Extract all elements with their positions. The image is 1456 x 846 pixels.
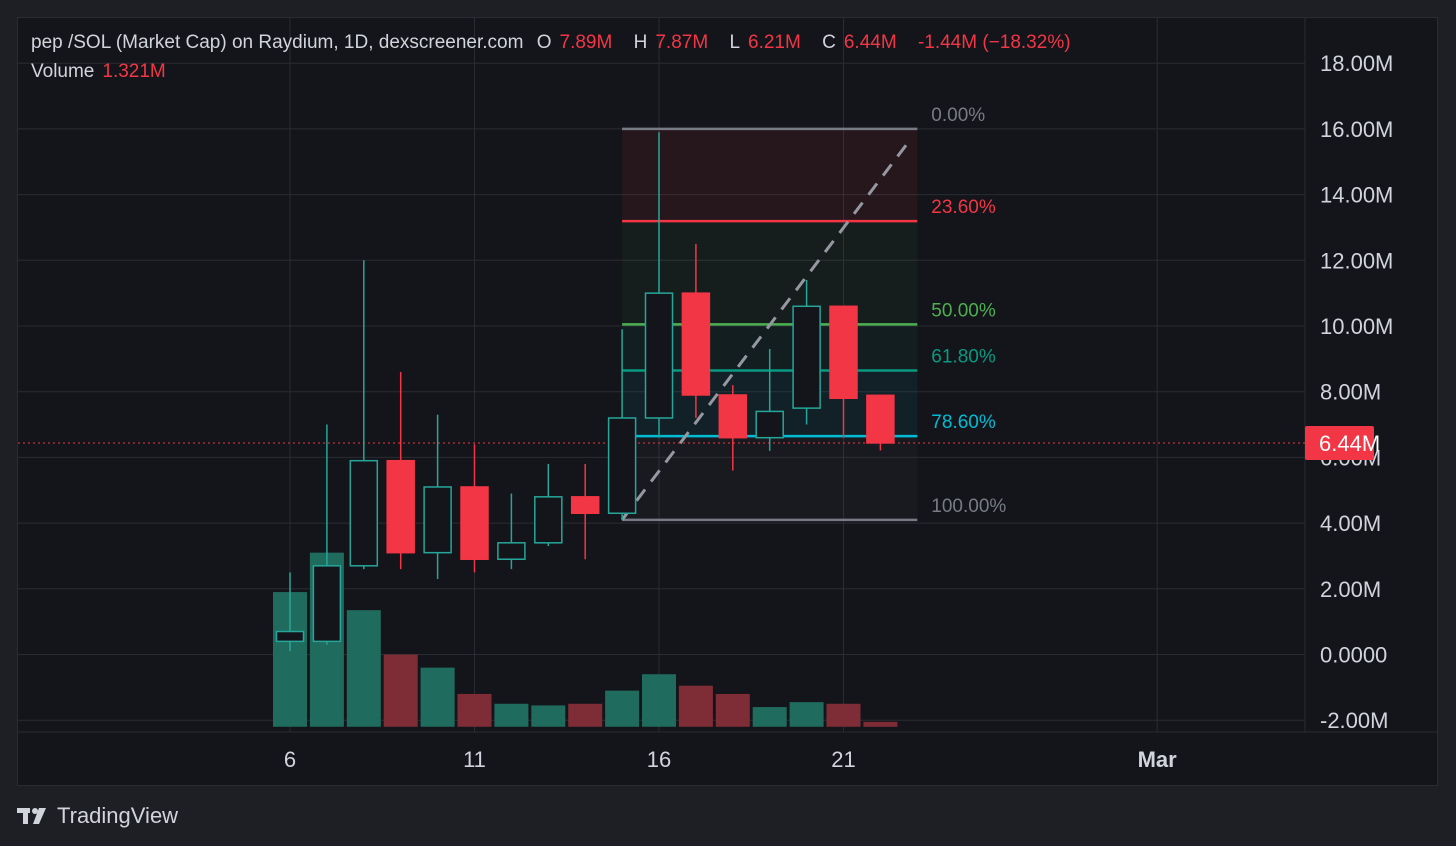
candle-body bbox=[460, 486, 489, 560]
close-label: C bbox=[822, 32, 836, 53]
brand-name: TradingView bbox=[57, 803, 179, 828]
legend-title-row: pep /SOL (Market Cap) on Raydium, 1D, de… bbox=[31, 32, 1079, 54]
candle-body bbox=[534, 496, 563, 544]
volume-bar bbox=[678, 685, 713, 727]
volume-bar bbox=[789, 702, 824, 727]
volume-bar bbox=[752, 707, 787, 727]
y-tick-label: 0.0000 bbox=[1320, 643, 1387, 668]
y-tick-label: 10.00M bbox=[1320, 314, 1393, 339]
y-tick-label: 2.00M bbox=[1320, 577, 1381, 602]
candle-body bbox=[386, 459, 415, 554]
candle-body bbox=[570, 496, 600, 514]
y-tick-label: 8.00M bbox=[1320, 380, 1381, 405]
x-tick-label: Mar bbox=[1138, 747, 1178, 772]
candle-body bbox=[607, 417, 637, 514]
legend-volume-row: Volume 1.321M bbox=[31, 61, 174, 83]
candle-body bbox=[755, 410, 784, 439]
volume-bar bbox=[863, 721, 898, 727]
low-label: L bbox=[729, 32, 741, 53]
candle-body bbox=[349, 459, 379, 567]
y-tick-label: 14.00M bbox=[1320, 183, 1393, 208]
volume-bar bbox=[494, 703, 529, 727]
low-value: 6.21M bbox=[748, 32, 801, 53]
x-tick-label: 6 bbox=[284, 747, 296, 772]
fib-trend-line bbox=[620, 139, 911, 521]
candle-body bbox=[275, 630, 305, 643]
y-tick-label: 16.00M bbox=[1320, 117, 1393, 142]
chart-title: pep /SOL (Market Cap) on Raydium, 1D, de… bbox=[31, 32, 524, 53]
volume-bar bbox=[605, 690, 640, 727]
candle-body bbox=[829, 305, 858, 400]
fib-level-label: 0.00% bbox=[931, 105, 985, 126]
volume-bar bbox=[826, 703, 861, 727]
volume-bar bbox=[715, 693, 750, 727]
candle-body bbox=[866, 394, 895, 444]
fib-level-label: 100.00% bbox=[931, 496, 1006, 517]
volume-bar bbox=[642, 674, 676, 727]
volume-label: Volume bbox=[31, 61, 95, 82]
candle-body bbox=[497, 542, 526, 560]
candle-body bbox=[681, 292, 711, 396]
candle-body bbox=[644, 292, 674, 419]
candle-body bbox=[792, 305, 821, 409]
open-value: 7.89M bbox=[559, 32, 613, 53]
candle-body bbox=[423, 486, 452, 554]
open-label: O bbox=[536, 32, 552, 53]
volume-bar bbox=[457, 693, 492, 727]
y-tick-label: -2.00M bbox=[1320, 708, 1388, 733]
last-price-label: 6.44M bbox=[1319, 431, 1380, 456]
last-price-badge bbox=[1305, 425, 1374, 460]
volume-bar bbox=[346, 610, 381, 727]
volume-bar bbox=[568, 703, 603, 727]
volume-bar bbox=[531, 705, 566, 727]
candle-body bbox=[312, 565, 342, 643]
y-tick-label: 12.00M bbox=[1320, 248, 1393, 273]
volume-value: 1.321M bbox=[102, 61, 166, 82]
change-value: -1.44M (−18.32%) bbox=[917, 32, 1071, 53]
volume-bar bbox=[383, 654, 418, 727]
tradingview-brand[interactable]: TradingView bbox=[17, 803, 178, 829]
fib-level-label: 23.60% bbox=[931, 197, 996, 218]
volume-bar bbox=[420, 667, 455, 727]
fib-level-label: 50.00% bbox=[931, 300, 996, 321]
high-label: H bbox=[633, 32, 648, 53]
tradingview-logo-icon bbox=[17, 808, 46, 824]
candle-body bbox=[718, 394, 748, 439]
fib-level-label: 78.60% bbox=[931, 412, 996, 433]
x-tick-label: 16 bbox=[647, 747, 671, 772]
fib-zone-0-236 bbox=[622, 128, 918, 222]
fib-level-label: 61.80% bbox=[931, 346, 996, 367]
y-tick-label: 4.00M bbox=[1320, 511, 1381, 536]
close-value: 6.44M bbox=[843, 32, 897, 53]
x-tick-label: 11 bbox=[463, 747, 486, 772]
high-value: 7.87M bbox=[655, 32, 709, 53]
y-tick-label: 18.00M bbox=[1320, 51, 1393, 76]
x-tick-label: 21 bbox=[831, 747, 855, 772]
